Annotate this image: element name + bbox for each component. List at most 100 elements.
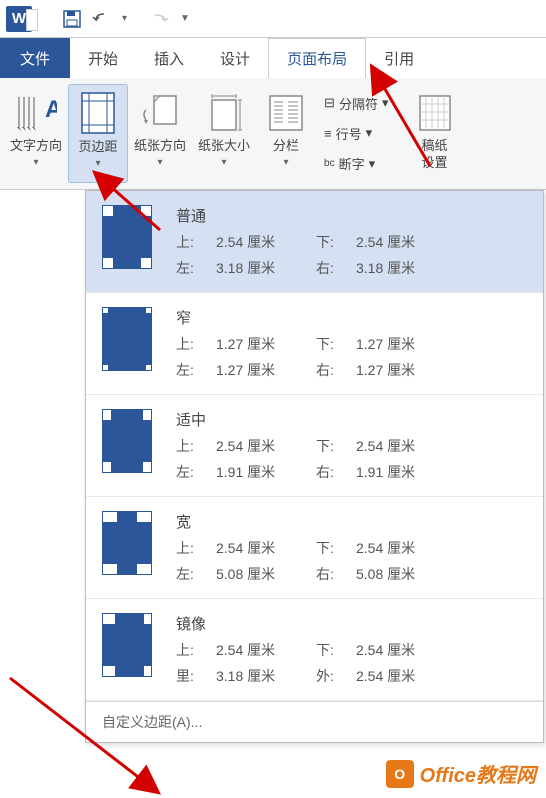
margin-label: 下:	[316, 232, 356, 252]
margin-value: 1.27 厘米	[216, 334, 316, 354]
breaks-label: 分隔符	[339, 94, 378, 113]
manuscript-icon	[418, 88, 452, 136]
margin-label: 外:	[316, 666, 356, 686]
margin-value: 3.18 厘米	[216, 666, 316, 686]
save-button[interactable]	[62, 9, 82, 29]
margin-option-title: 普通	[176, 205, 527, 226]
svg-text:A: A	[45, 96, 57, 123]
tab-insert[interactable]: 插入	[136, 38, 202, 78]
size-button[interactable]: 纸张大小 ▾	[192, 84, 256, 183]
undo-dropdown[interactable]: ▾	[122, 13, 140, 24]
margin-label: 下:	[316, 640, 356, 660]
margin-option-title: 适中	[176, 409, 527, 430]
redo-button[interactable]	[150, 9, 170, 29]
hyphenation-button[interactable]: bc 断字 ▾	[324, 152, 388, 175]
size-icon	[204, 88, 244, 136]
watermark-logo-icon: O	[386, 760, 414, 788]
page-setup-group: ⊟ 分隔符 ▾ ≡ 行号 ▾ bc 断字 ▾	[316, 84, 396, 183]
margin-option-4[interactable]: 镜像上:2.54 厘米下:2.54 厘米里:3.18 厘米外:2.54 厘米	[86, 599, 543, 701]
line-numbers-icon: ≡	[324, 126, 332, 141]
tab-file[interactable]: 文件	[0, 38, 70, 78]
margin-label: 右:	[316, 564, 356, 584]
custom-margins-button[interactable]: 自定义边距(A)...	[86, 701, 543, 742]
hyphenation-label: 断字	[339, 154, 365, 173]
margin-label: 左:	[176, 360, 216, 380]
dropdown-arrow-icon: ▾	[158, 157, 163, 168]
text-direction-button[interactable]: A 文字方向 ▾	[4, 84, 68, 183]
manuscript-button[interactable]: 稿纸设置	[405, 84, 465, 183]
word-app-icon: W	[6, 6, 32, 32]
columns-label: 分栏	[273, 138, 299, 155]
margin-label: 上:	[176, 232, 216, 252]
margin-label: 右:	[316, 360, 356, 380]
dropdown-arrow-icon: ▾	[222, 157, 227, 168]
line-numbers-button[interactable]: ≡ 行号 ▾	[324, 122, 388, 145]
margin-label: 上:	[176, 538, 216, 558]
watermark: O Office教程网	[386, 759, 536, 788]
tab-home[interactable]: 开始	[70, 38, 136, 78]
margin-value: 3.18 厘米	[216, 258, 316, 278]
margin-option-title: 窄	[176, 307, 527, 328]
breaks-icon: ⊟	[324, 95, 335, 111]
margins-button[interactable]: 页边距 ▾	[68, 84, 128, 183]
margin-value: 5.08 厘米	[216, 564, 316, 584]
size-label: 纸张大小	[198, 138, 250, 155]
margin-thumb-icon	[102, 307, 152, 371]
margin-label: 里:	[176, 666, 216, 686]
margin-label: 左:	[176, 258, 216, 278]
text-direction-label: 文字方向	[10, 138, 62, 155]
margin-values-grid: 上:2.54 厘米下:2.54 厘米里:3.18 厘米外:2.54 厘米	[176, 640, 527, 686]
margin-values-grid: 上:2.54 厘米下:2.54 厘米左:1.91 厘米右:1.91 厘米	[176, 436, 527, 482]
breaks-button[interactable]: ⊟ 分隔符 ▾	[324, 92, 388, 115]
tab-page-layout[interactable]: 页面布局	[268, 38, 366, 78]
margin-value: 2.54 厘米	[216, 232, 316, 252]
margin-value: 1.91 厘米	[216, 462, 316, 482]
orientation-button[interactable]: 纸张方向 ▾	[128, 84, 192, 183]
margin-value: 5.08 厘米	[356, 564, 456, 584]
dropdown-arrow-icon: ▾	[33, 157, 38, 168]
orientation-icon	[140, 88, 180, 136]
margin-values-grid: 上:2.54 厘米下:2.54 厘米左:5.08 厘米右:5.08 厘米	[176, 538, 527, 584]
margin-label: 上:	[176, 640, 216, 660]
margin-thumb-icon	[102, 511, 152, 575]
qat-customize-dropdown[interactable]: ▼	[180, 13, 198, 24]
margin-label: 上:	[176, 334, 216, 354]
ribbon-tabs: 文件 开始 插入 设计 页面布局 引用	[0, 38, 546, 78]
tab-design[interactable]: 设计	[202, 38, 268, 78]
margin-label: 右:	[316, 258, 356, 278]
margin-label: 下:	[316, 334, 356, 354]
margin-value: 2.54 厘米	[356, 232, 456, 252]
tab-references[interactable]: 引用	[366, 38, 432, 78]
margin-value: 1.27 厘米	[216, 360, 316, 380]
margin-value: 2.54 厘米	[356, 666, 456, 686]
margin-value: 2.54 厘米	[356, 640, 456, 660]
ribbon: A 文字方向 ▾ 页边距 ▾ 纸张方向	[0, 78, 546, 190]
manuscript-label: 稿纸设置	[421, 138, 447, 172]
margin-option-0[interactable]: 普通上:2.54 厘米下:2.54 厘米左:3.18 厘米右:3.18 厘米	[86, 191, 543, 293]
margin-thumb-icon	[102, 613, 152, 677]
margin-value: 1.27 厘米	[356, 334, 456, 354]
margin-option-1[interactable]: 窄上:1.27 厘米下:1.27 厘米左:1.27 厘米右:1.27 厘米	[86, 293, 543, 395]
text-direction-icon: A	[15, 88, 57, 136]
margin-value: 2.54 厘米	[356, 436, 456, 456]
margin-value: 2.54 厘米	[216, 538, 316, 558]
margins-label: 页边距	[79, 139, 118, 156]
margin-thumb-icon	[102, 205, 152, 269]
margin-value: 1.27 厘米	[356, 360, 456, 380]
margin-label: 左:	[176, 564, 216, 584]
margins-icon	[78, 89, 118, 137]
undo-button[interactable]	[92, 9, 112, 29]
watermark-text: Office教程网	[420, 759, 536, 788]
margin-values-grid: 上:1.27 厘米下:1.27 厘米左:1.27 厘米右:1.27 厘米	[176, 334, 527, 380]
margin-value: 2.54 厘米	[216, 436, 316, 456]
margin-option-3[interactable]: 宽上:2.54 厘米下:2.54 厘米左:5.08 厘米右:5.08 厘米	[86, 497, 543, 599]
margin-label: 下:	[316, 538, 356, 558]
columns-button[interactable]: 分栏 ▾	[256, 84, 316, 183]
margin-value: 2.54 厘米	[216, 640, 316, 660]
margin-label: 上:	[176, 436, 216, 456]
line-numbers-label: 行号	[336, 124, 362, 143]
margins-dropdown-panel: 普通上:2.54 厘米下:2.54 厘米左:3.18 厘米右:3.18 厘米窄上…	[85, 190, 544, 743]
margin-label: 左:	[176, 462, 216, 482]
margin-label: 下:	[316, 436, 356, 456]
margin-option-2[interactable]: 适中上:2.54 厘米下:2.54 厘米左:1.91 厘米右:1.91 厘米	[86, 395, 543, 497]
